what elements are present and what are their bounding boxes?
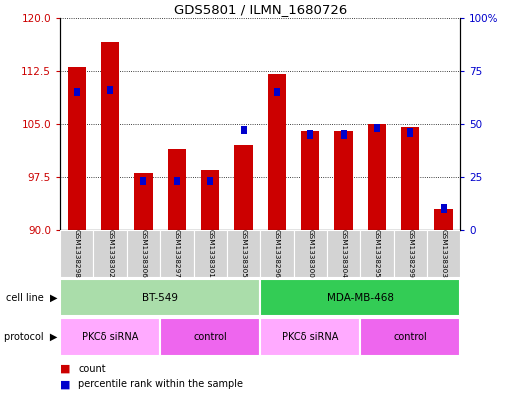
- Bar: [260, 318, 360, 356]
- Bar: [141, 177, 146, 185]
- Bar: [274, 88, 280, 96]
- Bar: [407, 128, 413, 136]
- Bar: [368, 124, 386, 230]
- Bar: [67, 67, 86, 230]
- Bar: [334, 131, 353, 230]
- Bar: [327, 230, 360, 277]
- Bar: [340, 130, 347, 139]
- Bar: [227, 230, 260, 277]
- Title: GDS5801 / ILMN_1680726: GDS5801 / ILMN_1680726: [174, 4, 347, 17]
- Text: control: control: [393, 332, 427, 342]
- Text: protocol  ▶: protocol ▶: [4, 332, 58, 342]
- Bar: [201, 170, 219, 230]
- Text: GSM1338298: GSM1338298: [74, 229, 80, 278]
- Bar: [307, 130, 313, 139]
- Text: count: count: [78, 364, 106, 374]
- Bar: [241, 126, 246, 134]
- Text: GSM1338304: GSM1338304: [340, 229, 347, 278]
- Bar: [293, 230, 327, 277]
- Bar: [301, 131, 320, 230]
- Bar: [207, 177, 213, 185]
- Bar: [401, 127, 419, 230]
- Bar: [74, 88, 80, 96]
- Bar: [360, 230, 393, 277]
- Bar: [260, 230, 293, 277]
- Bar: [168, 149, 186, 230]
- Bar: [440, 204, 447, 213]
- Bar: [160, 318, 260, 356]
- Bar: [260, 279, 460, 316]
- Text: GSM1338299: GSM1338299: [407, 229, 413, 278]
- Text: GSM1338297: GSM1338297: [174, 229, 180, 278]
- Bar: [107, 86, 113, 94]
- Bar: [394, 230, 427, 277]
- Bar: [160, 230, 194, 277]
- Bar: [427, 230, 460, 277]
- Text: BT-549: BT-549: [142, 293, 178, 303]
- Text: GSM1338302: GSM1338302: [107, 229, 113, 278]
- Text: cell line  ▶: cell line ▶: [6, 293, 58, 303]
- Bar: [94, 230, 127, 277]
- Bar: [101, 42, 119, 230]
- Text: GSM1338303: GSM1338303: [440, 229, 447, 278]
- Bar: [435, 209, 453, 230]
- Bar: [174, 177, 180, 185]
- Text: GSM1338305: GSM1338305: [241, 229, 246, 278]
- Text: GSM1338296: GSM1338296: [274, 229, 280, 278]
- Bar: [360, 318, 460, 356]
- Text: PKCδ siRNA: PKCδ siRNA: [282, 332, 338, 342]
- Bar: [60, 318, 160, 356]
- Text: GSM1338306: GSM1338306: [141, 229, 146, 278]
- Bar: [127, 230, 160, 277]
- Text: percentile rank within the sample: percentile rank within the sample: [78, 379, 243, 389]
- Bar: [60, 279, 260, 316]
- Text: control: control: [194, 332, 227, 342]
- Text: PKCδ siRNA: PKCδ siRNA: [82, 332, 139, 342]
- Bar: [194, 230, 227, 277]
- Text: ■: ■: [60, 364, 71, 374]
- Bar: [60, 230, 94, 277]
- Text: GSM1338301: GSM1338301: [207, 229, 213, 278]
- Text: GSM1338295: GSM1338295: [374, 229, 380, 278]
- Bar: [134, 173, 153, 230]
- Text: ■: ■: [60, 379, 71, 389]
- Bar: [374, 124, 380, 132]
- Text: GSM1338300: GSM1338300: [307, 229, 313, 278]
- Text: MDA-MB-468: MDA-MB-468: [327, 293, 394, 303]
- Bar: [268, 74, 286, 230]
- Bar: [234, 145, 253, 230]
